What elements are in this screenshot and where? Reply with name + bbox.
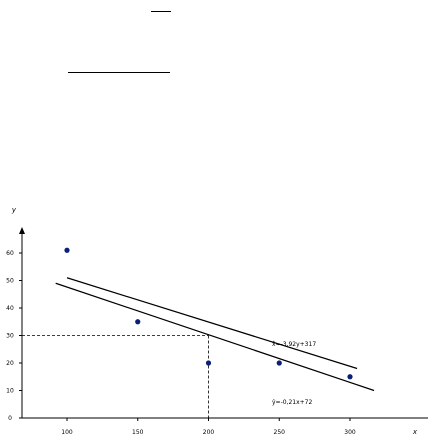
chart-labels: 100 150 200 250 300 0 10 20 30 40 50 60 y x x̂=-3,92y+… (6, 206, 418, 436)
regression-label-2: ŷ=-0,21x+72 (272, 399, 312, 406)
regression-line-1 (66, 277, 358, 370)
y-tick-label-60: 60 (6, 250, 14, 257)
fraction-bar-middle (68, 72, 170, 73)
data-point-1 (64, 247, 70, 253)
data-points (64, 247, 353, 380)
x-tick-label-250: 250 (274, 429, 286, 436)
y-tick-label-50: 50 (6, 278, 14, 285)
y-tick-label-20: 20 (6, 360, 14, 367)
regression-label-1: x̂=-3,92y+317 (272, 341, 316, 348)
y-axis-label: y (11, 206, 17, 214)
x-tick-label-200: 200 (203, 429, 215, 436)
data-point-3 (205, 360, 212, 366)
fraction-bar-top (151, 11, 171, 12)
regression-line-2 (55, 282, 375, 392)
x-axis-label: x (412, 428, 418, 436)
x-tick-label-300: 300 (344, 429, 356, 436)
regression-lines (55, 277, 375, 392)
data-point-5 (347, 374, 353, 380)
y-tick-label-0: 0 (8, 415, 12, 422)
mean-guide-lines (22, 335, 209, 418)
y-tick-label-30: 30 (6, 333, 14, 340)
data-point-4 (276, 360, 282, 366)
y-axis-arrow (19, 227, 25, 234)
x-tick-label-150: 150 (132, 429, 144, 436)
data-point-2 (135, 319, 141, 325)
x-tick-label-100: 100 (61, 429, 73, 436)
y-tick-label-10: 10 (6, 388, 14, 395)
y-tick-label-40: 40 (6, 305, 14, 312)
chart-axes (19, 227, 428, 421)
